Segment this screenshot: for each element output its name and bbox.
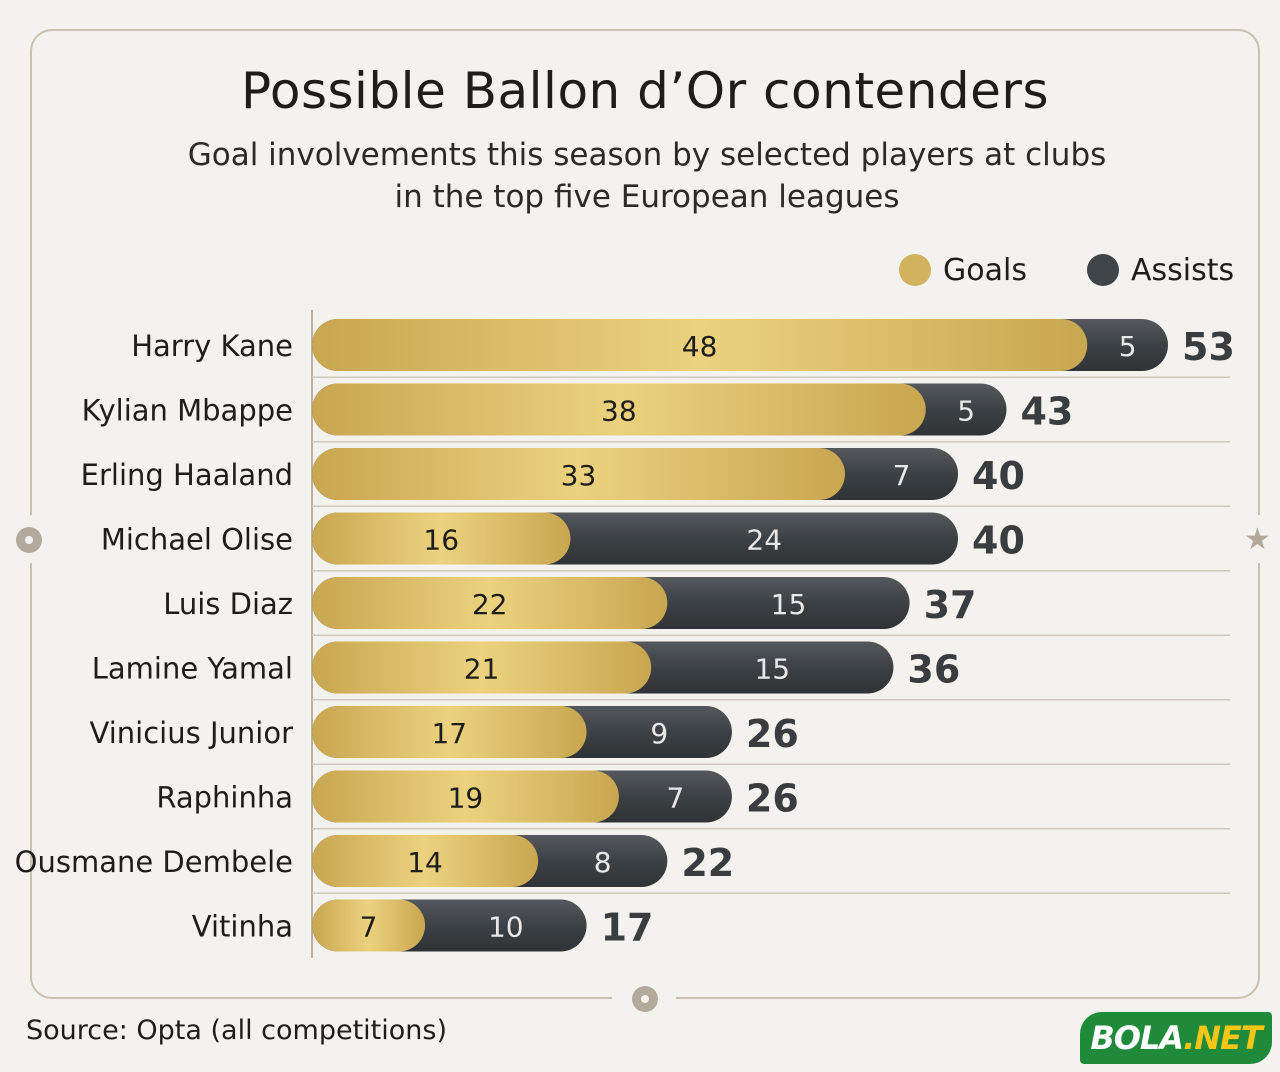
total-value-label: 36 [907, 648, 960, 692]
goals-bar [312, 706, 587, 758]
subtitle-line-1: Goal involvements this season by selecte… [187, 137, 1107, 173]
chart-title: Possible Ballon d’Or contenders [240, 62, 1049, 120]
goals-value-label: 38 [601, 395, 637, 428]
total-value-label: 40 [972, 454, 1025, 498]
frame-gap-right [1250, 515, 1270, 563]
legend-item-goals: Goals [899, 252, 1027, 288]
assists-value-label: 9 [650, 717, 668, 750]
category-label: Ousmane Dembele [15, 845, 293, 879]
legend-label-goals: Goals [943, 252, 1027, 288]
football-icon-bottom [632, 986, 658, 1012]
goals-bar [312, 383, 926, 436]
assists-value-label: 24 [746, 524, 782, 557]
goals-bar [312, 448, 845, 500]
goals-bar [312, 641, 652, 694]
goals-bar [312, 770, 619, 823]
assists-value-label: 8 [594, 846, 612, 879]
category-label: Harry Kane [131, 329, 293, 363]
subtitle-line-2: in the top five European leagues [394, 179, 900, 215]
legend-item-assists: Assists [1087, 252, 1234, 288]
football-icon-left [16, 527, 42, 553]
goals-value-label: 17 [431, 717, 467, 750]
category-label: Raphinha [156, 781, 293, 815]
total-value-label: 26 [746, 777, 799, 821]
bola-net-logo: BOLA .NET [1080, 1012, 1272, 1064]
source-note: Source: Opta (all competitions) [26, 1015, 448, 1046]
assists-value-label: 5 [957, 395, 975, 428]
assists-value-label: 10 [488, 911, 524, 944]
category-label: Erling Haaland [81, 458, 293, 492]
chart-subtitle: Goal involvements this season by selecte… [0, 134, 1280, 218]
goals-bar [312, 835, 539, 887]
legend-label-assists: Assists [1131, 252, 1235, 288]
total-value-label: 43 [1020, 390, 1073, 434]
category-label: Lamine Yamal [92, 652, 293, 686]
category-label: Vinicius Junior [90, 716, 294, 750]
total-value-label: 17 [601, 906, 654, 950]
assists-value-label: 7 [893, 459, 911, 492]
category-label: Luis Diaz [163, 587, 293, 621]
assists-value-label: 5 [1119, 330, 1137, 363]
goals-value-label: 7 [360, 911, 378, 944]
goals-bar [312, 319, 1088, 371]
assists-value-label: 15 [771, 588, 807, 621]
total-value-label: 37 [924, 583, 977, 627]
goals-value-label: 48 [682, 330, 718, 363]
total-value-label: 53 [1182, 325, 1235, 369]
goals-value-label: 33 [561, 459, 597, 492]
goals-swatch [899, 254, 931, 286]
category-label: Michael Olise [101, 523, 293, 557]
goals-value-label: 19 [448, 782, 484, 815]
goals-value-label: 16 [423, 524, 459, 557]
goals-value-label: 21 [464, 653, 500, 686]
category-label: Kylian Mbappe [82, 394, 293, 428]
star-icon: ★ [1244, 522, 1271, 557]
goals-bar [312, 899, 426, 952]
assists-value-label: 7 [666, 782, 684, 815]
assists-swatch [1087, 254, 1119, 286]
total-value-label: 26 [746, 712, 799, 756]
goals-value-label: 22 [472, 588, 508, 621]
total-value-label: 22 [681, 841, 734, 885]
goals-bar [312, 512, 571, 565]
assists-value-label: 15 [754, 653, 790, 686]
category-label: Vitinha [192, 910, 293, 944]
goals-bar [312, 577, 668, 629]
total-value-label: 40 [972, 519, 1025, 563]
goals-value-label: 14 [407, 846, 443, 879]
